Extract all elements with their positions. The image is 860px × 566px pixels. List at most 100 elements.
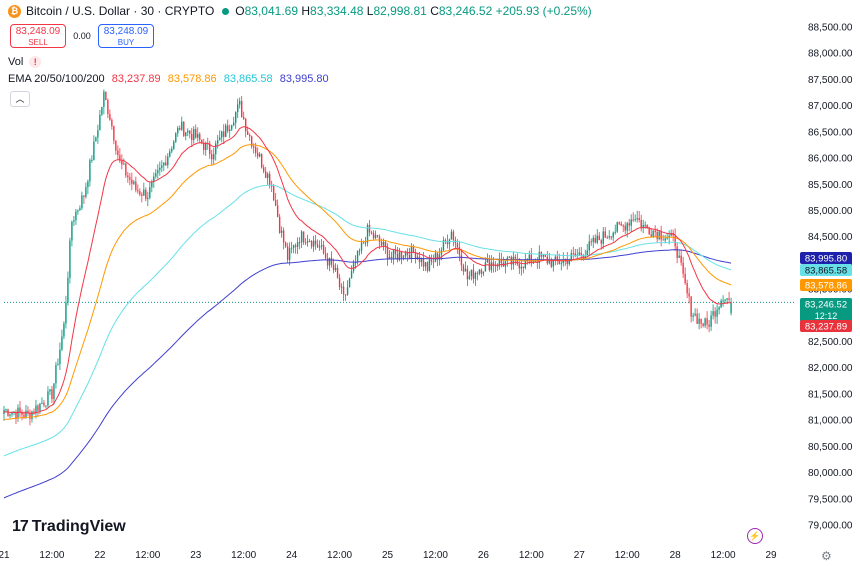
- candle-body[interactable]: [318, 246, 321, 248]
- candle-body[interactable]: [199, 133, 201, 140]
- candle-body[interactable]: [406, 252, 409, 255]
- candle-body[interactable]: [93, 141, 95, 160]
- candle-body[interactable]: [61, 336, 63, 350]
- candle-body[interactable]: [374, 235, 377, 239]
- candle-body[interactable]: [710, 315, 712, 327]
- candle-body[interactable]: [436, 253, 439, 260]
- candle-body[interactable]: [101, 106, 103, 115]
- candle-body[interactable]: [482, 271, 485, 274]
- candle-body[interactable]: [31, 411, 33, 419]
- candle-body[interactable]: [366, 224, 369, 243]
- candle-body[interactable]: [264, 171, 267, 178]
- candle-body[interactable]: [37, 405, 39, 411]
- candle-body[interactable]: [352, 263, 355, 272]
- candle-body[interactable]: [478, 269, 481, 274]
- candle-body[interactable]: [570, 253, 572, 260]
- candle-body[interactable]: [428, 259, 431, 271]
- candle-body[interactable]: [470, 269, 473, 277]
- candle-body[interactable]: [286, 246, 289, 260]
- candle-body[interactable]: [340, 286, 343, 288]
- candle-body[interactable]: [466, 268, 469, 280]
- candle-body[interactable]: [87, 181, 89, 188]
- candle-body[interactable]: [47, 391, 49, 406]
- candle-body[interactable]: [109, 114, 111, 120]
- candle-body[interactable]: [712, 311, 714, 316]
- candle-body[interactable]: [292, 245, 295, 248]
- candle-body[interactable]: [133, 181, 135, 184]
- candle-body[interactable]: [233, 122, 235, 126]
- candle-body[interactable]: [239, 100, 241, 105]
- candle-body[interactable]: [456, 243, 459, 248]
- candle-body[interactable]: [225, 125, 227, 137]
- candle-body[interactable]: [432, 261, 435, 263]
- candle-body[interactable]: [19, 407, 21, 412]
- candle-body[interactable]: [686, 283, 688, 294]
- candle-body[interactable]: [71, 221, 73, 241]
- candle-body[interactable]: [237, 104, 239, 113]
- candle-body[interactable]: [576, 254, 578, 256]
- candle-body[interactable]: [45, 405, 47, 407]
- candle-body[interactable]: [15, 411, 17, 419]
- candle-body[interactable]: [464, 268, 467, 272]
- candle-body[interactable]: [528, 254, 531, 261]
- candle-body[interactable]: [426, 262, 429, 271]
- candle-body[interactable]: [518, 264, 521, 269]
- candle-body[interactable]: [171, 148, 173, 152]
- candle-body[interactable]: [520, 266, 523, 269]
- candle-body[interactable]: [400, 251, 403, 258]
- collapse-legend-icon[interactable]: ︿: [10, 91, 30, 107]
- candle-body[interactable]: [664, 238, 666, 241]
- candle-body[interactable]: [602, 231, 604, 244]
- candle-body[interactable]: [23, 414, 25, 417]
- candle-body[interactable]: [588, 241, 590, 251]
- candle-body[interactable]: [298, 242, 301, 244]
- symbol-title[interactable]: Bitcoin / U.S. Dollar · 30 · CRYPTO: [26, 4, 215, 18]
- candle-body[interactable]: [564, 258, 566, 260]
- candle-body[interactable]: [592, 237, 594, 242]
- candle-body[interactable]: [386, 246, 389, 259]
- candle-body[interactable]: [272, 185, 275, 201]
- candle-body[interactable]: [221, 131, 223, 138]
- candle-body[interactable]: [81, 195, 83, 209]
- candle-body[interactable]: [177, 127, 179, 134]
- candle-body[interactable]: [11, 412, 13, 415]
- candle-body[interactable]: [510, 256, 513, 265]
- candle-body[interactable]: [550, 259, 553, 267]
- candle-body[interactable]: [266, 173, 269, 178]
- candle-body[interactable]: [191, 133, 193, 141]
- candle-body[interactable]: [306, 240, 309, 243]
- candle-body[interactable]: [714, 311, 716, 317]
- candle-body[interactable]: [548, 259, 551, 264]
- candle-body[interactable]: [185, 132, 187, 136]
- candle-body[interactable]: [378, 236, 381, 242]
- candle-body[interactable]: [608, 236, 610, 238]
- candle-body[interactable]: [183, 121, 185, 136]
- candle-body[interactable]: [332, 264, 335, 271]
- candle-body[interactable]: [598, 235, 600, 241]
- candle-body[interactable]: [376, 235, 379, 237]
- candle-body[interactable]: [360, 242, 363, 251]
- candle-body[interactable]: [111, 119, 113, 127]
- candle-body[interactable]: [149, 187, 151, 198]
- candle-body[interactable]: [472, 269, 475, 279]
- candle-body[interactable]: [638, 218, 640, 221]
- candle-body[interactable]: [77, 210, 79, 212]
- candle-body[interactable]: [250, 136, 253, 147]
- candle-body[interactable]: [460, 254, 463, 266]
- candle-body[interactable]: [175, 133, 177, 142]
- candle-body[interactable]: [692, 315, 694, 317]
- candle-body[interactable]: [284, 242, 287, 247]
- candle-body[interactable]: [300, 231, 303, 243]
- candle-body[interactable]: [344, 294, 347, 296]
- candle-body[interactable]: [159, 167, 161, 171]
- candle-body[interactable]: [258, 154, 261, 157]
- candle-body[interactable]: [680, 255, 682, 263]
- candle-body[interactable]: [404, 252, 407, 257]
- candle-body[interactable]: [227, 125, 229, 132]
- candle-body[interactable]: [572, 253, 574, 255]
- candle-body[interactable]: [504, 261, 507, 267]
- candle-body[interactable]: [254, 146, 257, 153]
- candle-body[interactable]: [115, 140, 117, 151]
- candle-body[interactable]: [157, 170, 159, 174]
- candle-body[interactable]: [652, 230, 654, 237]
